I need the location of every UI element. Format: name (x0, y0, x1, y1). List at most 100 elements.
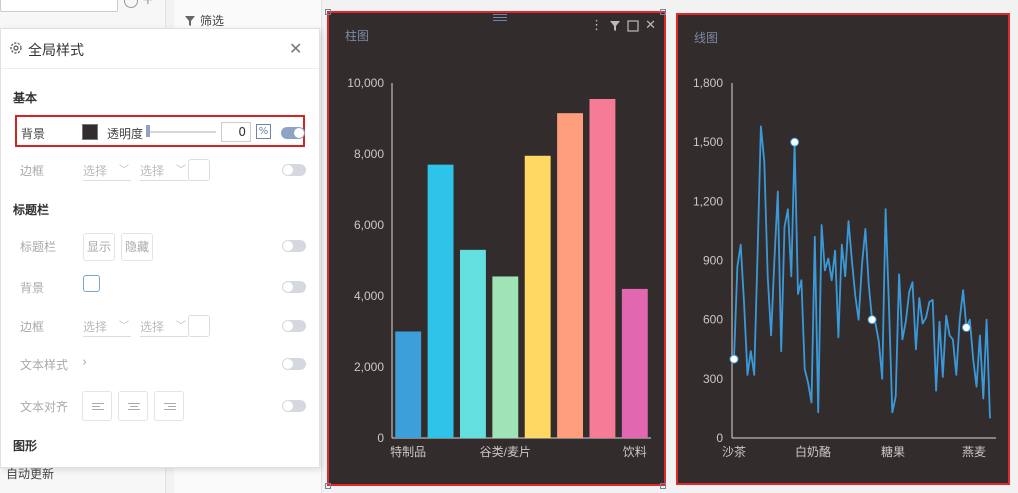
chevron-down-icon: ﹀ (119, 321, 129, 332)
more-icon[interactable]: ⋮ (590, 18, 604, 33)
y-tick-label: 4,000 (354, 289, 384, 303)
text-style-toggle[interactable] (282, 358, 306, 370)
card-toolbar: ⋮ ✕ (590, 18, 656, 33)
bar-chart-plot: 0 2,000 4,000 6,000 8,000 10,000 特制品 谷类/麦片 饮料 (347, 76, 651, 459)
search-icon[interactable] (124, 0, 138, 8)
y-tick-label: 1,500 (693, 135, 723, 149)
y-tick-label: 900 (703, 254, 723, 268)
x-tick-label: 白奶酪 (795, 444, 831, 459)
line-chart-card[interactable]: 线图 0 300 600 900 1,200 1,500 1,800 沙茶 白奶酪 糖果 燕麦 (676, 13, 1010, 485)
title-bar-border-style-select[interactable]: 选择 ﹀ (83, 315, 131, 337)
title-bar-border-width-select[interactable]: 选择 ﹀ (140, 315, 188, 337)
bar-chart-card[interactable]: 柱图 ⋮ ✕ 0 2,000 4,000 6,000 8,000 10,000 特制品 谷类/… (327, 11, 666, 486)
title-bar-border-row: 边框 选择 ﹀ 选择 ﹀ (1, 311, 321, 341)
panel-title: 全局样式 (28, 43, 84, 59)
y-tick-label: 8,000 (354, 147, 384, 161)
text-style-label: 文本样式 (20, 358, 69, 372)
sidebar-search-input[interactable] (0, 0, 118, 12)
close-icon[interactable]: ✕ (645, 18, 656, 33)
section-basic: 基本 (13, 91, 38, 105)
align-left-icon[interactable] (82, 391, 112, 421)
chevron-down-icon: ﹀ (176, 165, 186, 176)
y-tick-label: 300 (703, 372, 723, 386)
x-tick-label: 糖果 (881, 444, 905, 459)
title-bar-border-color-swatch[interactable] (188, 315, 210, 337)
data-point-marker (867, 315, 877, 325)
bar (524, 155, 551, 438)
chevron-down-icon: ﹀ (119, 165, 129, 176)
selection-handle[interactable] (325, 483, 331, 489)
background-toggle[interactable] (281, 127, 305, 139)
title-bar-background-row: 背景 (1, 272, 321, 302)
data-point-marker (729, 354, 739, 364)
add-icon[interactable]: + (142, 0, 154, 8)
title-bar-background-toggle[interactable] (282, 281, 306, 293)
title-bar-row: 标题栏 显示 隐藏 (1, 231, 321, 261)
text-align-toggle[interactable] (282, 400, 306, 412)
bar (492, 276, 519, 438)
section-shape: 图形 (13, 439, 38, 453)
select-placeholder: 选择 (140, 164, 165, 178)
gear-icon (10, 42, 22, 54)
x-tick-label: 饮料 (623, 445, 647, 459)
chevron-down-icon: ﹀ (176, 321, 186, 332)
select-placeholder: 选择 (140, 320, 165, 334)
align-center-icon[interactable] (118, 391, 148, 421)
selection-handle[interactable] (660, 483, 666, 489)
x-tick-label: 特制品 (390, 444, 426, 459)
basic-border-toggle[interactable] (282, 164, 306, 176)
basic-border-color-swatch[interactable] (188, 159, 210, 181)
basic-border-label: 边框 (20, 164, 45, 178)
chevron-right-icon[interactable]: › (82, 355, 88, 370)
background-label: 背景 (21, 127, 46, 141)
selection-handle[interactable] (325, 9, 331, 15)
filter-button[interactable]: 筛选 (184, 12, 224, 29)
basic-border-style-select[interactable]: 选择 ﹀ (83, 159, 131, 181)
title-bar-background-label: 背景 (20, 281, 45, 295)
bar (459, 249, 486, 438)
bar (395, 331, 422, 438)
bar (557, 113, 584, 439)
auto-update-label[interactable]: 自动更新 (6, 467, 55, 481)
bar (589, 98, 616, 438)
y-tick-label: 10,000 (347, 76, 384, 90)
opacity-slider-track[interactable] (148, 131, 216, 133)
x-tick-label: 沙茶 (722, 444, 746, 459)
line-chart-title: 线图 (694, 31, 719, 45)
title-bar-label: 标题栏 (20, 240, 57, 254)
drag-handle-icon[interactable] (493, 14, 507, 23)
global-style-panel: 全局样式 ✕ 基本 边框 选择 ﹀ 选择 ﹀ 标题栏 标题栏 显示 隐藏 背景 边框… (0, 28, 320, 468)
opacity-label: 透明度 (107, 127, 144, 141)
opacity-input[interactable]: 0 (221, 122, 251, 142)
text-style-row[interactable]: 文本样式 › (1, 349, 321, 379)
y-tick-label: 1,200 (693, 194, 723, 208)
data-point-marker (790, 137, 800, 147)
y-tick-label: 2,000 (354, 360, 384, 374)
maximize-icon[interactable] (627, 19, 639, 32)
bar (621, 288, 648, 438)
select-placeholder: 选择 (83, 320, 108, 334)
title-bar-border-label: 边框 (20, 320, 45, 334)
bar (427, 164, 454, 438)
title-bar-background-swatch[interactable] (83, 275, 100, 292)
filter-label: 筛选 (200, 14, 225, 28)
opacity-slider-handle[interactable] (146, 125, 150, 137)
selection-handle[interactable] (660, 9, 666, 15)
background-color-swatch[interactable] (82, 124, 98, 140)
title-bar-border-toggle[interactable] (282, 320, 306, 332)
percent-icon[interactable]: % (256, 124, 271, 139)
text-align-label: 文本对齐 (20, 400, 69, 414)
select-placeholder: 选择 (83, 164, 108, 178)
y-tick-label: 1,800 (693, 76, 723, 90)
title-bar-toggle[interactable] (282, 240, 306, 252)
section-title-bar: 标题栏 (13, 203, 50, 217)
align-right-icon[interactable] (154, 391, 184, 421)
show-button[interactable]: 显示 (83, 233, 115, 261)
y-tick-label: 0 (716, 431, 723, 445)
basic-border-width-select[interactable]: 选择 ﹀ (140, 159, 188, 181)
x-tick-label: 谷类/麦片 (480, 445, 531, 459)
basic-border-row: 边框 选择 ﹀ 选择 ﹀ (1, 155, 321, 185)
hide-button[interactable]: 隐藏 (121, 233, 153, 261)
close-icon[interactable]: ✕ (289, 39, 303, 58)
filter-icon[interactable] (609, 20, 621, 32)
